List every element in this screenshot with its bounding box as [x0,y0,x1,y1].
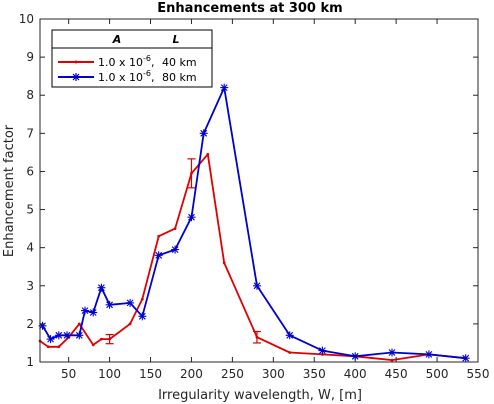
error-bar [105,333,114,345]
series-2-point [461,354,470,363]
x-tick-label: 300 [262,367,285,381]
y-tick-label: 7 [26,126,34,140]
series-1-point [157,234,161,238]
series-2-point [220,83,229,92]
x-tick-label: 250 [221,367,244,381]
legend-entry-1-exponent: -6 [143,54,151,63]
series-2-point [199,129,208,138]
x-tick-label: 550 [467,367,490,381]
y-axis-label: Enhancement factor [2,124,17,257]
series-2-point [126,298,135,307]
legend-header-a: A [112,33,122,46]
y-tick-label: 1 [26,355,34,369]
legend: A L 1.0 x 10-6, 40 km 1.0 x 10-6, 80 km [51,29,213,88]
series-2-point [187,213,196,222]
series-2-point [63,331,71,340]
y-tick-label: 3 [26,279,34,293]
y-tick-label: 6 [26,164,34,178]
series-2-point [388,348,396,357]
series-2-point [54,331,63,340]
x-tick-label: 100 [98,367,121,381]
series-2-point [75,331,84,340]
axes-layer: 50 100 150 200 250 300 350 400 450 500 550 1 2 3 4 5 6 7 8… [19,12,490,381]
series-2-point [285,331,294,340]
legend-header-l: L [172,33,179,46]
series-1-point [222,261,226,265]
error-bar [187,158,196,189]
series-2-point [105,300,114,309]
x-tick-label: 450 [385,367,408,381]
series-2-point [46,335,55,344]
series-layer [38,83,470,363]
x-tick-label: 500 [426,367,449,381]
series-1-point [140,297,144,301]
series-2-point [424,350,433,359]
series-2-point [89,308,98,317]
series-2-point [81,306,89,315]
series-2-point [138,312,147,321]
legend-entry-2-length: 80 km [162,71,197,84]
series-1-point [77,322,81,326]
x-tick-label: 350 [303,367,326,381]
series-1-point [128,322,132,326]
legend-entry-2-amplitude: 1.0 x 10 [98,71,143,84]
series-1-point [57,345,61,349]
series-2-point [253,281,261,290]
series-1-point [390,358,394,362]
y-tick-label: 2 [26,317,34,331]
series-1-point [46,345,50,349]
x-tick-label: 150 [139,367,162,381]
legend-entry-2-exponent: -6 [143,69,151,78]
y-tick-label: 10 [19,12,34,26]
x-tick-label: 400 [344,367,367,381]
series-2-point [154,251,163,260]
series-1-point [173,227,177,231]
legend-entry-2: 1.0 x 10-6, 80 km [98,69,197,84]
y-tick-label: 4 [26,241,34,255]
series-1-point [206,152,210,156]
series-line-1 [39,153,466,362]
legend-marker-red [74,60,78,64]
legend-marker-blue [72,73,80,81]
error-bar [252,330,261,344]
chart-title: Enhancements at 300 km [157,1,342,16]
x-tick-label: 200 [180,367,203,381]
series-2-point [97,283,106,292]
x-axis-label: Irregularity wavelength, W, [m] [158,388,362,403]
x-tick-label: 50 [61,367,76,381]
series-1-point [91,343,95,347]
legend-entry-1-amplitude: 1.0 x 10 [98,56,143,69]
series-2-point [171,245,180,254]
y-tick-label: 8 [26,88,34,102]
plot-frame [39,18,479,363]
legend-entry-1-length: 40 km [162,56,197,69]
series-1-point [288,351,292,354]
y-tick-label: 9 [26,50,34,64]
series-1-point [100,337,103,341]
legend-entry-1: 1.0 x 10-6, 40 km [98,54,197,69]
series-2-point [318,346,327,355]
y-tick-label: 5 [26,203,34,217]
